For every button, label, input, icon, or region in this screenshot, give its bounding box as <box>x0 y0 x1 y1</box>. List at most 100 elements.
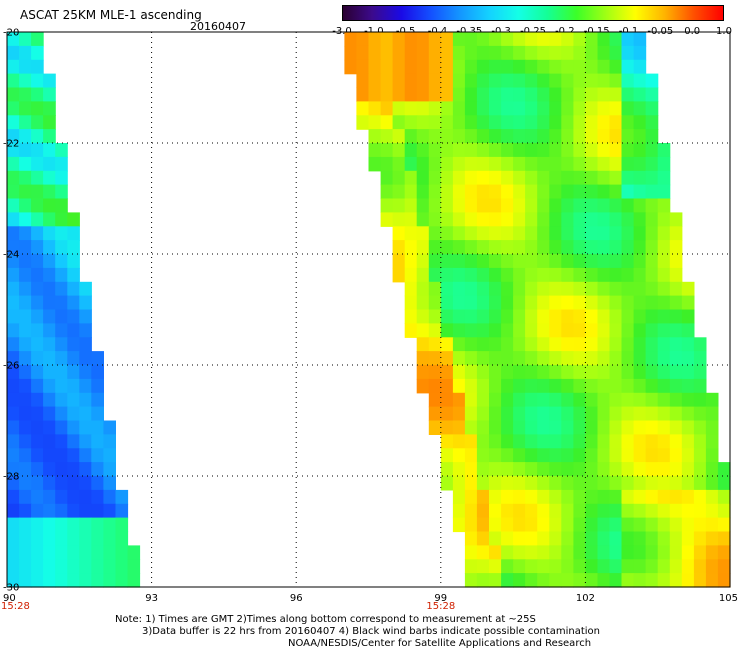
heatmap-cell <box>537 420 550 435</box>
heatmap-cell <box>55 545 68 560</box>
heatmap-cell <box>19 129 32 144</box>
heatmap-cell <box>549 87 562 102</box>
heatmap-cell <box>645 448 659 463</box>
heatmap-cell <box>525 115 538 130</box>
heatmap-cell <box>67 517 80 533</box>
heatmap-cell <box>103 573 116 588</box>
heatmap-cell <box>585 59 599 75</box>
heatmap-cell <box>585 434 599 449</box>
heatmap-cell <box>501 143 514 158</box>
heatmap-cell <box>344 32 358 47</box>
heatmap-cell <box>525 420 538 435</box>
heatmap-cell <box>452 476 466 491</box>
heatmap-cell <box>633 198 647 213</box>
heatmap-cell <box>31 101 44 116</box>
heatmap-cell <box>549 462 562 477</box>
heatmap-cell <box>428 420 442 435</box>
heatmap-cell <box>513 573 526 588</box>
heatmap-cell <box>669 295 683 311</box>
heatmap-cell <box>476 156 490 172</box>
heatmap-cell <box>669 240 683 255</box>
heatmap-cell <box>501 240 514 255</box>
heatmap-cell <box>476 392 490 408</box>
heatmap-cell <box>404 45 418 61</box>
heatmap-cell <box>428 115 442 130</box>
heatmap-cell <box>489 226 502 241</box>
heatmap-cell <box>585 448 599 463</box>
heatmap-cell <box>19 184 32 200</box>
heatmap-cell <box>43 559 56 574</box>
heatmap-cell <box>681 573 695 588</box>
heatmap-cell <box>452 489 466 505</box>
heatmap-cell <box>633 448 647 463</box>
heatmap-cell <box>55 226 68 241</box>
footnotes: Note: 1) Times are GMT 2)Times along bot… <box>115 614 600 650</box>
heatmap-cell <box>7 503 20 519</box>
heatmap-cell <box>513 323 526 338</box>
heatmap-cell <box>79 309 92 324</box>
heatmap-cell <box>501 392 514 408</box>
heatmap-cell <box>585 420 599 435</box>
heatmap-cell <box>368 101 382 116</box>
heatmap-cell <box>440 365 454 380</box>
heatmap-cell <box>573 295 586 311</box>
heatmap-cell <box>669 573 683 588</box>
heatmap-cell <box>489 267 502 283</box>
heatmap-cell <box>31 517 44 533</box>
heatmap-cell <box>31 32 44 47</box>
heatmap-cell <box>513 378 526 394</box>
heatmap-cell <box>55 309 68 324</box>
heatmap-cell <box>621 365 635 380</box>
heatmap-cell <box>31 295 44 311</box>
heatmap-cell <box>657 420 671 435</box>
heatmap-cell <box>573 45 586 61</box>
heatmap-cell <box>31 143 44 158</box>
heatmap-cell <box>43 378 56 394</box>
heatmap-cell <box>452 281 466 297</box>
heatmap-cell <box>428 254 442 269</box>
heatmap-cell <box>31 170 44 186</box>
heatmap-cell <box>67 351 80 366</box>
heatmap-cell <box>489 489 502 505</box>
heatmap-cell <box>669 378 683 394</box>
heatmap-cell <box>573 420 586 435</box>
heatmap-cell <box>452 87 466 102</box>
heatmap-cell <box>561 489 574 505</box>
heatmap-cell <box>489 101 502 116</box>
heatmap-cell <box>609 448 623 463</box>
heatmap-cell <box>7 59 20 75</box>
heatmap-cell <box>91 406 104 422</box>
heatmap-cell <box>452 309 466 324</box>
heatmap-cell <box>645 351 659 366</box>
heatmap-cell <box>7 365 20 380</box>
heatmap-cell <box>416 143 430 158</box>
heatmap-cell <box>43 226 56 241</box>
heatmap-cell <box>464 254 478 269</box>
heatmap-cell <box>452 323 466 338</box>
heatmap-cell <box>476 434 490 449</box>
heatmap-cell <box>19 406 32 422</box>
heatmap-cell <box>633 337 647 352</box>
heatmap-cell <box>549 32 562 47</box>
heatmap-cell <box>597 323 611 338</box>
heatmap-cell <box>585 323 599 338</box>
heatmap-cell <box>585 73 599 89</box>
heatmap-cell <box>597 517 611 533</box>
heatmap-cell <box>597 281 611 297</box>
heatmap-cell <box>31 281 44 297</box>
heatmap-cell <box>645 545 659 560</box>
heatmap-cell <box>549 337 562 352</box>
heatmap-cell <box>549 156 562 172</box>
heatmap-cell <box>573 129 586 144</box>
heatmap-cell <box>633 476 647 491</box>
heatmap-cell <box>489 476 502 491</box>
heatmap-cell <box>31 545 44 560</box>
heatmap-cell <box>79 406 92 422</box>
heatmap-cell <box>392 267 406 283</box>
heatmap-cell <box>669 226 683 241</box>
heatmap-cell <box>669 476 683 491</box>
heatmap-cell <box>621 462 635 477</box>
heatmap-cell <box>368 59 382 75</box>
heatmap-cell <box>55 212 68 227</box>
heatmap-cell <box>43 267 56 283</box>
